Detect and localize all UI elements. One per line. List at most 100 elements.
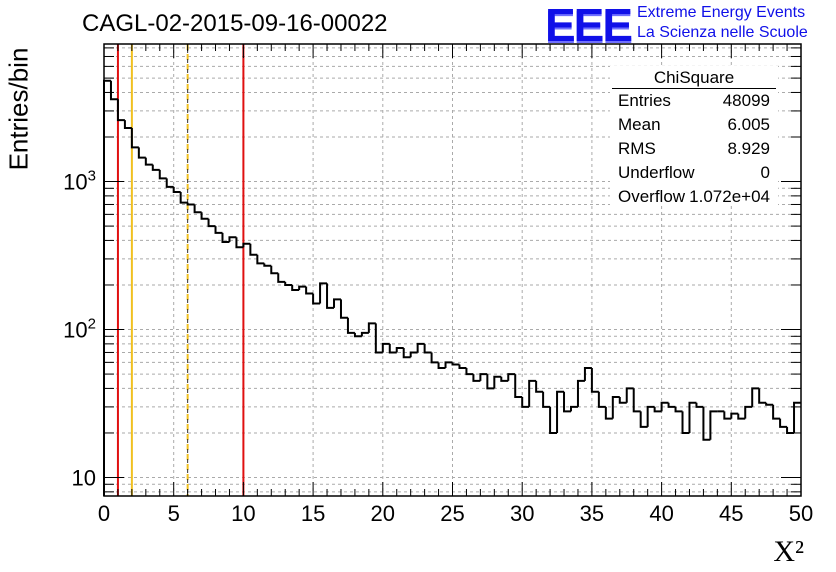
histogram-bin (535, 380, 544, 393)
histogram-bin (298, 285, 307, 290)
histogram-bin (256, 254, 265, 265)
histogram-bin (723, 411, 732, 420)
histogram-bin (374, 323, 383, 354)
histogram-bin (235, 237, 244, 249)
histogram-bin (465, 367, 474, 376)
y-tick-label-exponent: 2 (88, 316, 96, 333)
x-tick-label: 15 (301, 501, 325, 526)
logo-caption-line1: Extreme Energy Events (637, 4, 806, 21)
y-tick-label-base: 10 (72, 466, 96, 491)
histogram-bin (179, 191, 188, 204)
histogram-bin (583, 366, 592, 381)
x-tick-label: 50 (789, 501, 813, 526)
histogram-bin (172, 186, 181, 193)
stats-row: Overflow 1.072e+04 (610, 185, 778, 209)
histogram-bin (597, 391, 606, 408)
histogram-bin (639, 411, 648, 428)
threshold-lines (116, 44, 245, 496)
stats-value: 8.929 (727, 139, 770, 158)
histogram-bin (123, 120, 132, 130)
histogram-bin (333, 298, 341, 308)
histogram-bin (765, 402, 774, 406)
logo-caption-line2: La Scienza nelle Scuole (637, 24, 808, 41)
histogram-bin (758, 388, 767, 404)
x-tick-label: 0 (98, 501, 110, 526)
histogram-bin (291, 284, 300, 291)
y-tick-label-exponent: 3 (88, 168, 96, 185)
histogram-bin (653, 406, 662, 413)
histogram-bin (744, 405, 753, 419)
histogram-bin (695, 402, 704, 408)
histogram-bin (632, 388, 641, 413)
stats-value: 6.005 (727, 115, 770, 134)
histogram-bin (214, 226, 223, 234)
histogram-bin (779, 418, 788, 428)
stats-value: 48099 (722, 91, 770, 110)
x-tick-label: 35 (580, 501, 604, 526)
logo-caption: Extreme Energy Events La Scienza nelle S… (637, 3, 808, 43)
y-tick-label: 102 (63, 316, 96, 343)
histogram-bin (437, 362, 446, 369)
y-tick-label-base: 10 (63, 318, 87, 343)
histogram-bin (556, 390, 565, 433)
x-tick-label: 40 (649, 501, 673, 526)
x-tick-label: 10 (231, 501, 255, 526)
histogram-bin (604, 406, 613, 420)
x-axis-label: X² (773, 535, 804, 568)
histogram-bin (402, 348, 411, 359)
histogram-bin (200, 212, 209, 220)
histogram-bin (151, 164, 160, 171)
histogram-bin (221, 232, 230, 244)
histogram-bin (409, 351, 418, 358)
histogram-bin (339, 299, 348, 319)
histogram-bin (751, 387, 760, 407)
histogram-bin (709, 410, 718, 440)
histogram-bin (416, 342, 425, 353)
histogram-bin (793, 401, 801, 433)
histogram-bin (611, 395, 620, 419)
histogram-bin (193, 204, 202, 214)
stats-key: Entries (618, 91, 671, 110)
histogram-bin (681, 411, 690, 434)
histogram-bin (381, 342, 390, 353)
histogram-bin (542, 391, 551, 408)
stats-row: Entries 48099 (610, 89, 778, 113)
histogram-bin (360, 331, 369, 337)
histogram-bin (576, 379, 585, 407)
stats-row: Underflow 0 (610, 161, 778, 185)
histogram-bin (500, 376, 509, 382)
histogram-bin (130, 128, 139, 149)
stats-key: RMS (618, 139, 656, 158)
stats-value: 1.072e+04 (689, 187, 770, 206)
histogram-bin (109, 80, 118, 101)
histogram-bin (228, 236, 237, 243)
histogram-bin (472, 374, 481, 382)
histogram-bin (646, 405, 655, 427)
eee-logo: EEE (545, 0, 633, 51)
histogram-bin (786, 426, 795, 434)
y-tick-label: 10 (72, 466, 96, 491)
histogram-bin (263, 263, 272, 267)
chart-title: CAGL-02-2015-09-16-00022 (82, 10, 388, 37)
y-tick-label-base: 10 (63, 170, 87, 195)
histogram-bin (395, 347, 404, 353)
histogram-bin (103, 79, 111, 496)
histogram-bin (528, 379, 537, 407)
histogram-bin (451, 362, 460, 366)
stats-value: 0 (760, 163, 770, 182)
histogram-bin (207, 218, 216, 228)
histogram-bin (549, 406, 558, 434)
histogram-bin (388, 343, 397, 354)
x-tick-label: 20 (371, 501, 395, 526)
histogram-bin (312, 293, 321, 305)
histogram-bin (479, 373, 488, 381)
x-tick-label: 25 (440, 501, 464, 526)
histogram-bin (702, 406, 711, 441)
histogram-bin (688, 401, 697, 433)
stats-key: Overflow (618, 187, 686, 206)
histogram-bin (116, 99, 125, 122)
histogram-bin (514, 374, 523, 398)
histogram-bin (158, 169, 167, 180)
histogram-series (103, 79, 801, 496)
